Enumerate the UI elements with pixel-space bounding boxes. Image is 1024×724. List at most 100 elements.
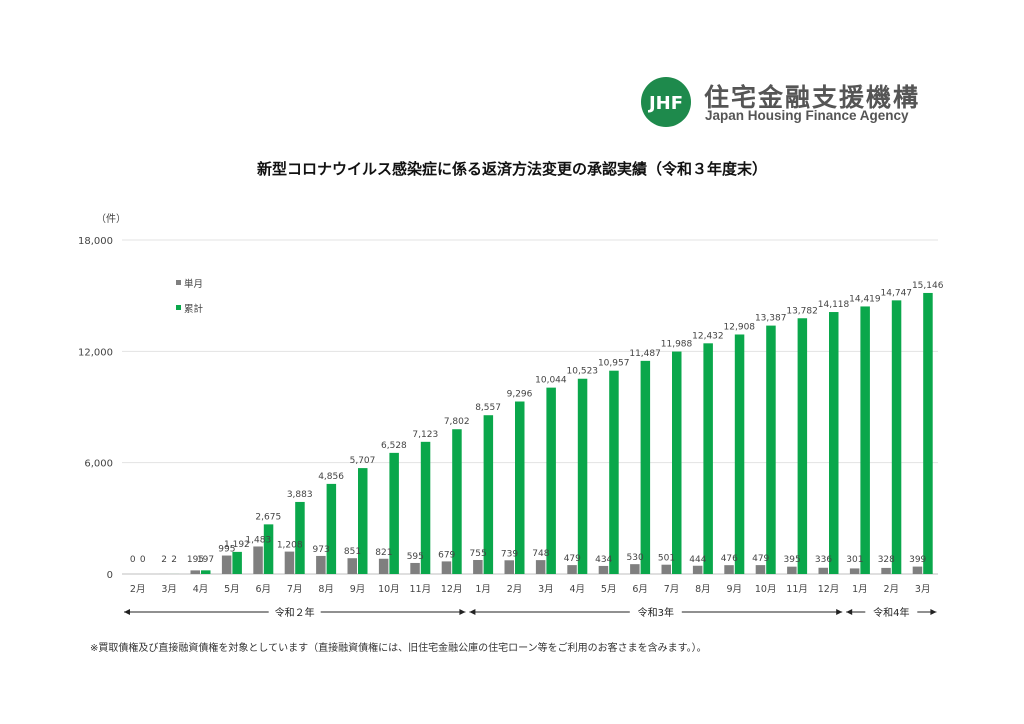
x-tick-label: 4月 [570, 584, 586, 595]
single-month-value-label: 1,208 [277, 541, 303, 551]
x-tick-label: 10月 [378, 584, 400, 595]
jhf-logo-mark: JHF [641, 77, 691, 127]
single-month-value-label: 595 [407, 552, 424, 562]
x-tick-label: 3月 [915, 584, 931, 595]
bar-single-month [316, 555, 326, 574]
single-month-value-label: 479 [564, 554, 581, 564]
arrow-right [836, 609, 843, 615]
legend-swatch [176, 305, 181, 310]
bar-cumulative [515, 401, 525, 574]
arrow-left [124, 609, 130, 615]
brand-name-jp: 住宅金融支援機構 [704, 83, 921, 112]
bar-cumulative [232, 551, 242, 574]
y-axis-unit-label: （件） [96, 213, 126, 225]
single-month-value-label: 995 [218, 545, 235, 555]
bar-single-month [567, 565, 577, 574]
cumulative-value-label: 2 [171, 555, 177, 565]
cumulative-value-label: 13,782 [786, 306, 818, 316]
cumulative-value-label: 15,146 [912, 281, 944, 291]
x-tick-label: 1月 [852, 584, 868, 595]
single-month-value-label: 748 [532, 549, 549, 559]
single-month-value-label: 301 [846, 555, 863, 565]
bar-cumulative [672, 351, 682, 574]
bar-cumulative [201, 570, 211, 574]
period-label: 令和4年 [873, 606, 909, 619]
jhf-logo: JHF 住宅金融支援機構 Japan Housing Finance Agenc… [640, 76, 940, 128]
single-month-value-label: 195 [187, 555, 204, 565]
arrow-right [930, 609, 937, 615]
bar-single-month [410, 562, 420, 574]
arrow-left [846, 609, 853, 615]
bar-cumulative [640, 360, 651, 574]
single-month-value-label: 679 [438, 550, 455, 560]
bar-single-month [284, 551, 295, 574]
cumulative-value-label: 4,856 [318, 472, 344, 482]
bar-cumulative [766, 325, 776, 574]
single-month-value-label: 336 [815, 555, 832, 565]
x-tick-label: 6月 [632, 584, 648, 595]
cumulative-value-label: 7,123 [412, 430, 438, 440]
bar-single-month [441, 561, 452, 574]
x-tick-label: 4月 [193, 584, 209, 595]
bar-cumulative [577, 378, 588, 574]
bar-single-month [787, 566, 797, 574]
x-tick-label: 9月 [350, 584, 366, 595]
bar-single-month [630, 564, 640, 574]
bar-single-month [881, 567, 891, 574]
bar-single-month [692, 565, 703, 574]
cumulative-value-label: 14,419 [849, 294, 881, 304]
chart-title: 新型コロナウイルス感染症に係る返済方法変更の承認実績（令和３年度末） [256, 160, 767, 178]
bar-single-month [347, 558, 357, 574]
single-month-value-label: 399 [909, 555, 926, 565]
cumulative-value-label: 1,192 [224, 540, 250, 550]
single-month-value-label: 328 [878, 555, 895, 565]
cumulative-value-label: 2,675 [255, 512, 281, 522]
x-tick-label: 11月 [786, 584, 808, 595]
cumulative-value-label: 12,908 [724, 322, 756, 332]
cumulative-value-label: 14,747 [881, 288, 913, 298]
period-label: 令和3年 [638, 606, 674, 619]
cumulative-value-label: 3,883 [287, 490, 313, 500]
cumulative-value-label: 11,487 [629, 349, 661, 359]
bar-cumulative [860, 306, 870, 574]
bar-single-month [724, 565, 734, 574]
footnote: ※買取債権及び直接融資債権を対象としています（直接融資債権には、旧住宅金融公庫の… [90, 643, 707, 654]
bar-cumulative [546, 387, 556, 574]
bar-cumulative [358, 468, 368, 574]
single-month-value-label: 434 [595, 555, 612, 565]
cumulative-value-label: 7,802 [444, 417, 470, 427]
x-tick-label: 3月 [538, 584, 554, 595]
bar-cumulative [389, 452, 399, 574]
bar-cumulative [609, 370, 619, 574]
x-tick-label: 5月 [224, 584, 240, 595]
x-tick-label: 8月 [318, 584, 334, 595]
x-tick-label: 9月 [727, 584, 743, 595]
brand-name-en: Japan Housing Finance Agency [705, 108, 909, 123]
bar-single-month [378, 558, 389, 574]
cumulative-value-label: 10,044 [535, 376, 567, 386]
bar-single-month [755, 565, 766, 574]
cumulative-value-label: 10,523 [567, 367, 599, 377]
single-month-value-label: 476 [721, 554, 738, 564]
cumulative-value-label: 11,988 [661, 340, 693, 350]
x-tick-label: 8月 [695, 584, 711, 595]
bar-cumulative [452, 429, 462, 574]
bar-cumulative [829, 312, 839, 574]
bar-cumulative [923, 292, 933, 574]
cumulative-value-label: 14,118 [818, 300, 850, 310]
y-tick-label: 18,000 [78, 236, 113, 247]
cumulative-value-label: 197 [197, 555, 214, 565]
single-month-value-label: 739 [501, 549, 518, 559]
single-month-value-label: 0 [130, 555, 136, 565]
single-month-value-label: 1,483 [245, 535, 271, 545]
cumulative-value-label: 13,387 [755, 314, 787, 324]
period-label: 令和２年 [275, 606, 315, 619]
y-tick-label: 12,000 [78, 347, 113, 358]
cumulative-value-label: 5,707 [350, 456, 376, 466]
x-tick-label: 12月 [818, 584, 840, 595]
single-month-value-label: 530 [627, 553, 644, 563]
cumulative-value-label: 6,528 [381, 441, 407, 451]
bar-single-month [661, 564, 671, 574]
x-tick-label: 2月 [507, 584, 523, 595]
